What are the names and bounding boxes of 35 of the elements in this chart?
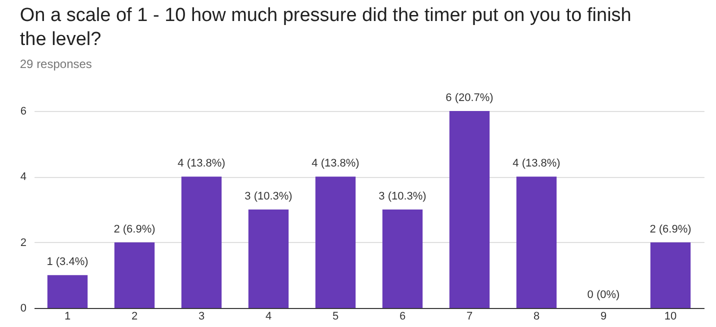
data-label: 4 (13.8%)	[512, 158, 560, 170]
data-label: 0 (0%)	[587, 289, 620, 301]
data-label: 4 (13.8%)	[312, 158, 360, 170]
data-label: 6 (20.7%)	[446, 92, 494, 104]
data-label: 2 (6.9%)	[114, 223, 156, 236]
x-tick-label: 2	[131, 310, 138, 322]
y-tick-label: 4	[20, 171, 26, 184]
x-tick-label: 6	[399, 310, 406, 322]
bar	[114, 242, 155, 308]
chart-title: On a scale of 1 - 10 how much pressure did the timer put on you to finish the level?	[20, 5, 632, 50]
x-tick-label: 1	[64, 310, 71, 322]
x-tick-label: 4	[265, 310, 272, 322]
y-tick-label: 2	[20, 236, 26, 249]
x-tick-label: 3	[198, 310, 205, 322]
bar	[315, 176, 356, 308]
x-tick-label: 8	[533, 310, 540, 322]
x-tick-label: 5	[332, 310, 339, 322]
y-tick-label: 6	[20, 106, 26, 118]
bar	[650, 242, 691, 308]
data-label: 4 (13.8%)	[178, 158, 226, 170]
bar	[47, 275, 88, 308]
x-tick-label: 7	[466, 310, 473, 322]
x-tick-label: 9	[600, 310, 607, 322]
bar	[449, 111, 490, 308]
chart-subtitle: 29 responses	[20, 57, 92, 71]
bar	[516, 176, 557, 308]
y-tick-label: 0	[20, 302, 26, 314]
data-label: 3 (10.3%)	[244, 190, 292, 202]
data-label: 1 (3.4%)	[46, 256, 88, 268]
bar	[181, 176, 222, 308]
bar	[382, 210, 423, 308]
x-tick-label: 10	[664, 310, 677, 322]
bar	[248, 210, 289, 308]
data-label: 2 (6.9%)	[650, 223, 692, 236]
data-label: 3 (10.3%)	[378, 190, 426, 202]
